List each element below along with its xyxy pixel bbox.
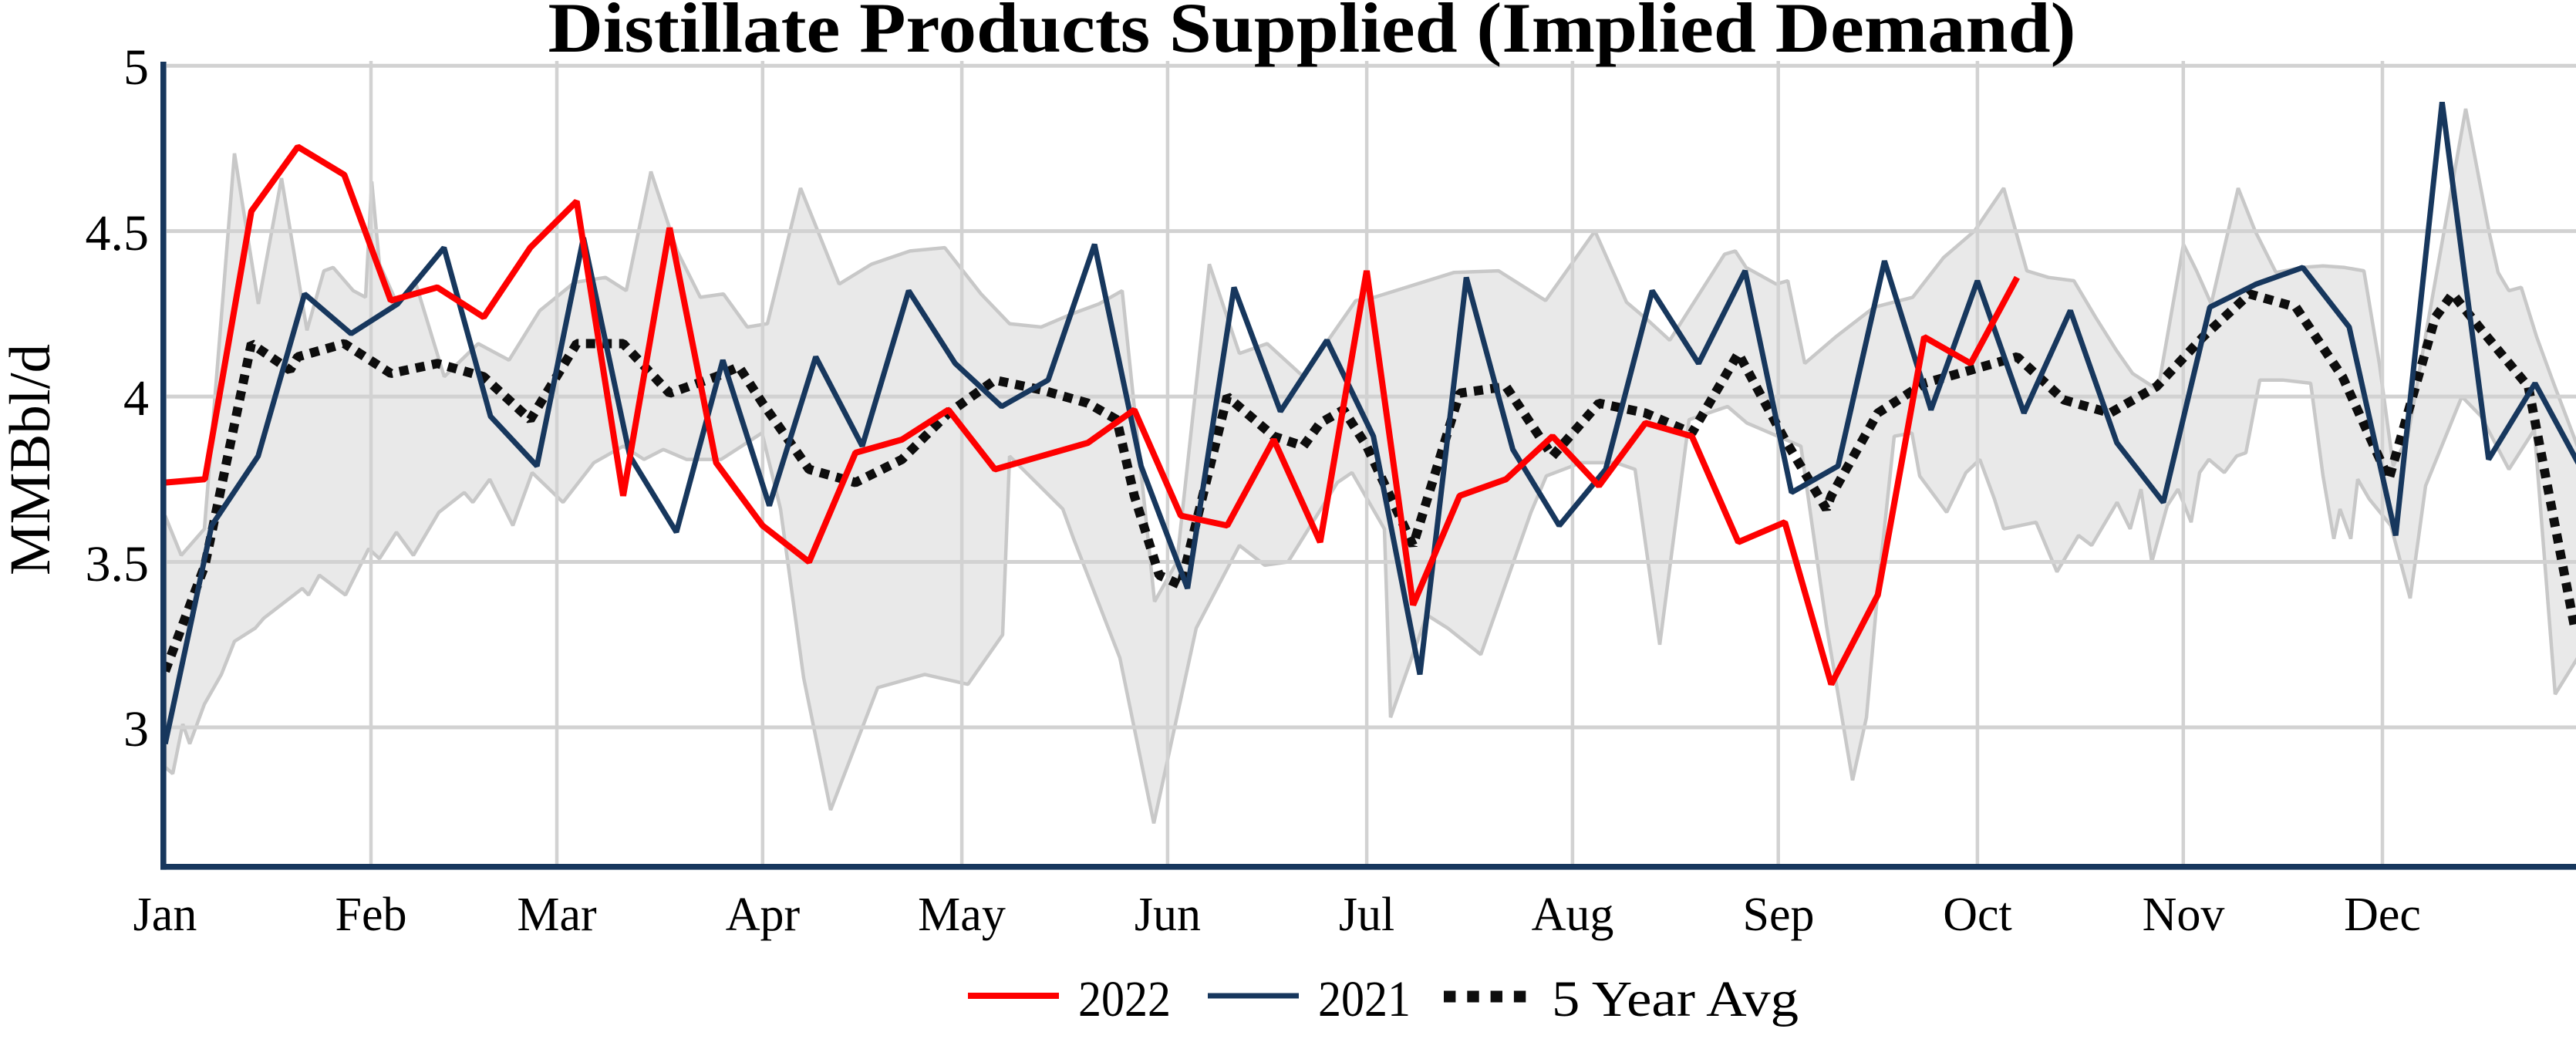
svg-text:MMBbl/d: MMBbl/d xyxy=(0,344,62,575)
svg-text:Jun: Jun xyxy=(1135,889,1201,941)
svg-text:2021: 2021 xyxy=(1318,971,1411,1027)
svg-text:3.5: 3.5 xyxy=(86,536,150,592)
svg-text:3: 3 xyxy=(123,701,149,757)
svg-text:Feb: Feb xyxy=(335,889,407,941)
svg-text:Oct: Oct xyxy=(1943,889,2012,941)
svg-text:Jul: Jul xyxy=(1339,889,1394,941)
svg-text:Apr: Apr xyxy=(726,889,801,941)
svg-text:5 Year Avg: 5 Year Avg xyxy=(1552,971,1799,1027)
svg-text:Sep: Sep xyxy=(1743,889,1815,941)
svg-text:Distillate Products Supplied (: Distillate Products Supplied (Implied De… xyxy=(548,0,2076,67)
svg-text:Dec: Dec xyxy=(2344,889,2421,941)
svg-text:Aug: Aug xyxy=(1532,889,1614,941)
svg-text:4: 4 xyxy=(123,370,149,427)
svg-text:Nov: Nov xyxy=(2143,889,2225,941)
svg-text:4.5: 4.5 xyxy=(86,205,150,261)
svg-text:2022: 2022 xyxy=(1078,971,1171,1027)
svg-text:Jan: Jan xyxy=(133,889,197,941)
svg-text:5: 5 xyxy=(123,39,149,96)
svg-text:Mar: Mar xyxy=(517,889,597,941)
svg-text:May: May xyxy=(918,889,1006,941)
